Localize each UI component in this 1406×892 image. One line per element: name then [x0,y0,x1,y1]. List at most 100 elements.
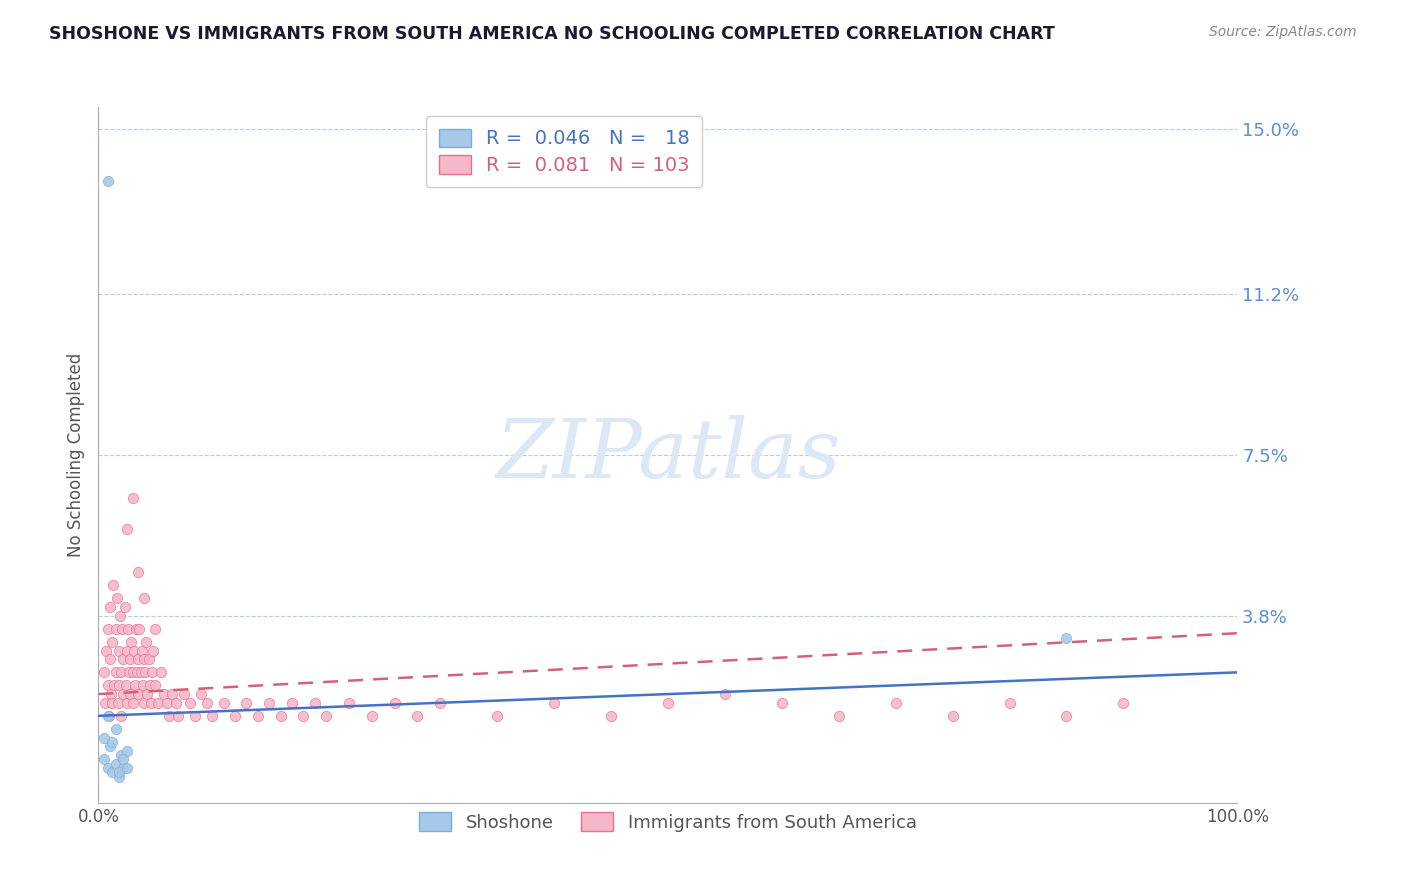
Text: Source: ZipAtlas.com: Source: ZipAtlas.com [1209,25,1357,39]
Point [134,665,156,680]
Point [94,696,117,710]
Point [770,696,793,710]
Point [118,665,141,680]
Point [115,744,138,758]
Point [96,761,118,775]
Point [145,622,167,636]
Point [121,665,143,680]
Point [115,522,138,536]
Point [127,687,149,701]
Point [139,696,162,710]
Point [103,678,125,692]
Point [110,747,132,762]
Point [141,665,163,680]
Point [114,678,136,692]
Point [270,708,292,723]
Point [103,578,125,592]
Point [93,752,115,766]
Point [162,687,184,701]
Point [127,652,149,666]
Point [100,687,122,701]
Text: ZIPatlas: ZIPatlas [495,415,841,495]
Point [112,761,135,775]
Point [115,696,138,710]
Point [292,708,315,723]
Point [146,696,169,710]
Point [112,652,135,666]
Point [145,678,167,692]
Point [101,735,124,749]
Point [212,696,235,710]
Point [121,491,143,506]
Point [235,696,257,710]
Point [259,696,281,710]
Point [281,696,304,710]
Point [195,696,218,710]
Point [315,708,337,723]
Point [138,652,160,666]
Point [201,708,224,723]
Point [98,739,121,754]
Point [120,652,142,666]
Point [135,635,157,649]
Point [190,687,212,701]
Point [101,696,124,710]
Point [107,696,129,710]
Point [110,665,132,680]
Point [173,687,195,701]
Point [184,708,207,723]
Point [104,665,127,680]
Point [138,678,160,692]
Point [112,687,135,701]
Point [104,722,127,736]
Point [942,708,965,723]
Point [224,708,246,723]
Point [543,696,565,710]
Point [127,665,149,680]
Legend: Shoshone, Immigrants from South America: Shoshone, Immigrants from South America [405,797,931,846]
Point [120,687,142,701]
Point [112,752,135,766]
Point [93,665,115,680]
Point [117,622,139,636]
Point [157,708,180,723]
Point [179,696,201,710]
Point [998,696,1021,710]
Point [150,665,173,680]
Point [111,622,134,636]
Point [125,622,148,636]
Point [246,708,269,723]
Point [1054,708,1078,723]
Point [104,756,127,771]
Point [429,696,451,710]
Point [101,765,124,780]
Point [96,678,118,692]
Y-axis label: No Schooling Completed: No Schooling Completed [66,353,84,557]
Point [101,635,124,649]
Point [406,708,429,723]
Point [128,622,150,636]
Point [136,687,159,701]
Point [600,708,623,723]
Point [96,708,118,723]
Point [115,761,138,775]
Point [167,708,190,723]
Point [122,643,145,657]
Point [714,687,737,701]
Point [121,696,143,710]
Point [884,696,907,710]
Point [131,643,153,657]
Point [657,696,679,710]
Point [108,765,131,780]
Point [304,696,326,710]
Point [156,696,179,710]
Point [96,174,118,188]
Point [142,643,165,657]
Point [108,678,131,692]
Point [337,696,360,710]
Point [1054,631,1078,645]
Point [97,708,120,723]
Point [132,696,155,710]
Point [124,678,146,692]
Point [98,652,121,666]
